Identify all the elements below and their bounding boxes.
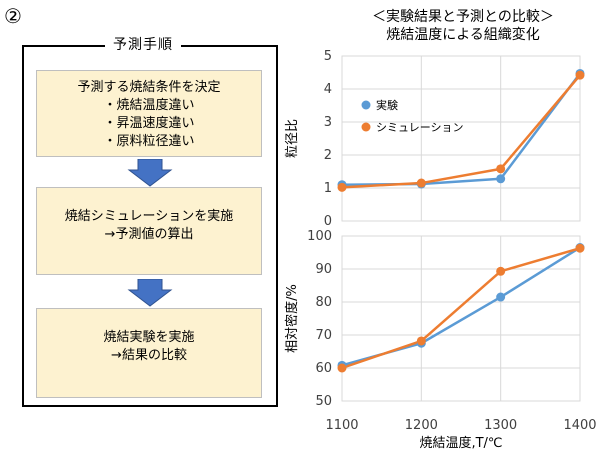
series-line — [341, 74, 581, 189]
data-point — [496, 266, 506, 276]
procedure-title: 予測手順 — [105, 35, 181, 55]
y-tick-label: 70 — [315, 328, 332, 343]
legend-marker — [361, 100, 371, 110]
y-tick-label: 4 — [324, 82, 332, 97]
data-point — [416, 336, 426, 346]
series-line — [341, 247, 581, 370]
step2-line2: →予測値の算出 — [104, 227, 194, 242]
chart-title-line1: ＜実験結果と予測との比較＞ — [372, 9, 554, 25]
data-point — [496, 164, 506, 174]
data-point — [496, 174, 506, 184]
y-axis-title: 相対密度/% — [284, 284, 300, 353]
y-tick-label: 60 — [315, 361, 332, 376]
down-arrow-icon — [127, 279, 173, 307]
chart-title-line2: 焼結温度による組織変化 — [386, 27, 540, 43]
section-marker: ② — [4, 4, 22, 28]
plot-area — [341, 235, 581, 402]
step-decide-conditions: 予測する焼結条件を決定 ・焼結温度違い ・昇温速度違い ・原料粒径違い — [36, 70, 262, 157]
x-tick-label: 1400 — [563, 418, 596, 433]
x-tick-label: 1300 — [484, 418, 517, 433]
relative-density-chart: 50 60 70 80 90 100 相対密度/% 1100 1200 1300 1400 焼結温度,… — [284, 229, 597, 451]
y-tick-label: 100 — [307, 229, 332, 244]
x-tick-label: 1100 — [325, 418, 358, 433]
data-point — [416, 178, 426, 188]
step1-item: ・焼結温度違い — [103, 98, 195, 113]
step1-item: ・昇温速度違い — [103, 116, 195, 131]
step1-heading: 予測する焼結条件を決定 — [77, 80, 221, 95]
step3-line1: 焼結実験を実施 — [103, 330, 195, 345]
step1-item: ・原料粒径違い — [103, 134, 195, 149]
y-tick-label: 50 — [315, 394, 332, 409]
step-run-experiment: 焼結実験を実施 →結果の比較 — [36, 308, 262, 398]
step3-line2: →結果の比較 — [111, 348, 187, 363]
data-point — [337, 363, 347, 373]
x-axis-title: 焼結温度,T/℃ — [419, 435, 502, 451]
step2-line1: 焼結シミュレーションを実施 — [64, 209, 234, 224]
y-tick-label: 1 — [324, 181, 332, 196]
y-tick-label: 5 — [324, 49, 332, 64]
down-arrow-icon — [127, 159, 173, 187]
y-axis-title: 粒径比 — [285, 119, 300, 158]
y-tick-label: 80 — [315, 295, 332, 310]
legend-marker — [361, 122, 371, 132]
plot-area — [341, 55, 581, 222]
y-tick-label: 90 — [315, 262, 332, 277]
data-point — [496, 292, 506, 302]
step-run-simulation: 焼結シミュレーションを実施 →予測値の算出 — [36, 187, 262, 275]
x-tick-label: 1200 — [405, 418, 438, 433]
legend-label: 実験 — [376, 98, 398, 112]
data-point — [575, 243, 585, 253]
y-tick-label: 2 — [324, 148, 332, 163]
data-point — [575, 70, 585, 80]
y-tick-label: 3 — [324, 115, 332, 130]
y-tick-label: 0 — [324, 214, 332, 229]
legend-label: シミュレーション — [376, 121, 464, 134]
data-point — [337, 182, 347, 192]
